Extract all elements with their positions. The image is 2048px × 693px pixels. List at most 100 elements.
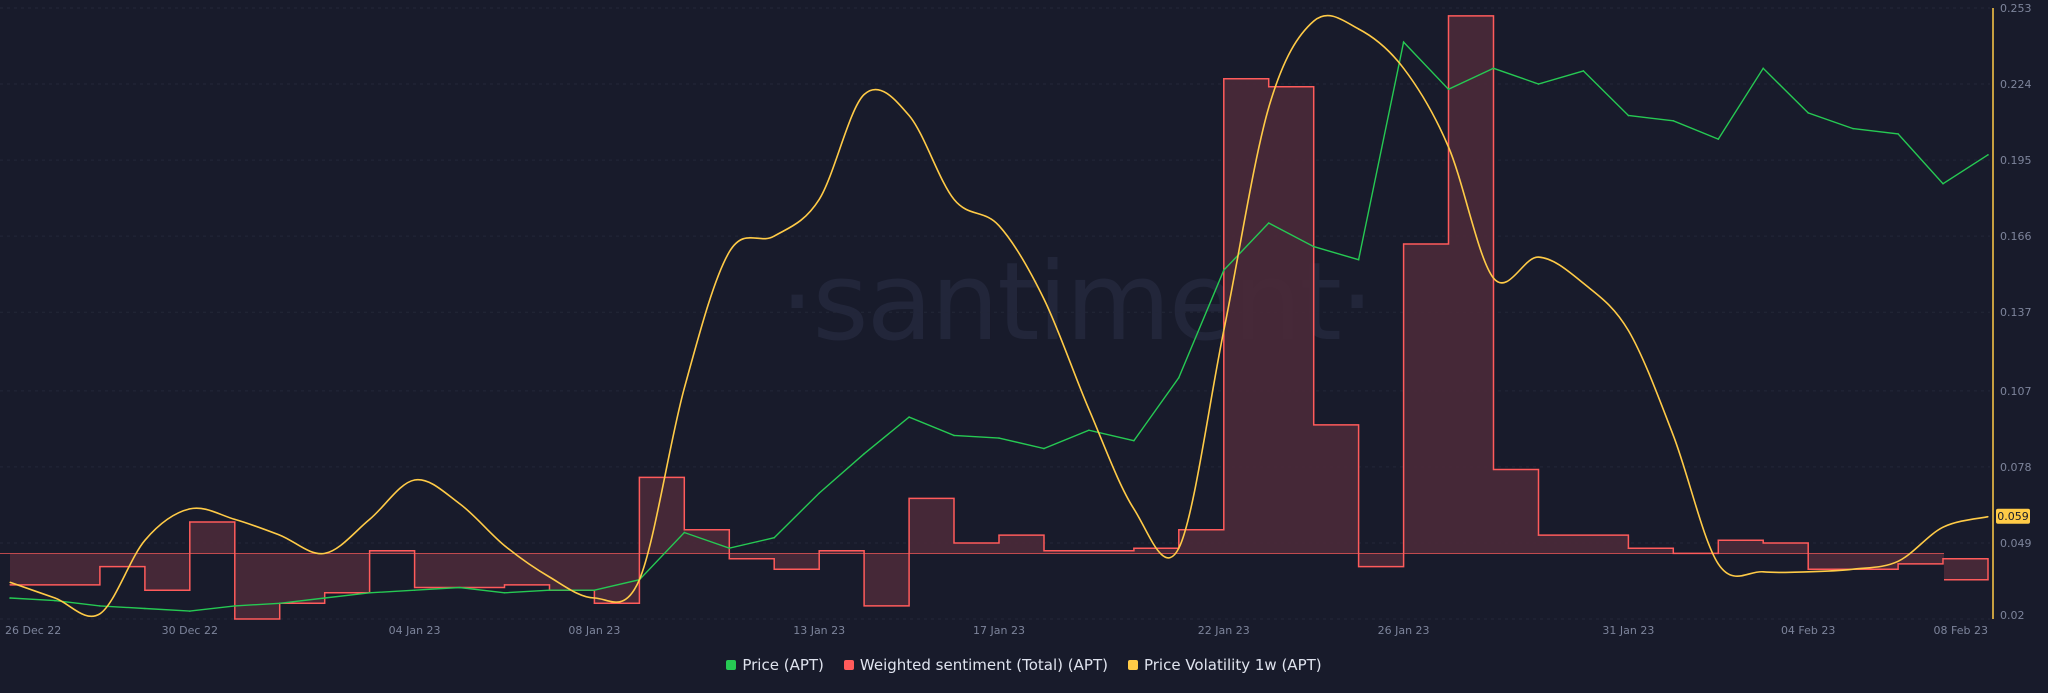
- volatility-point: [54, 597, 56, 599]
- y-tick-label: 0.224: [2000, 78, 2032, 91]
- x-tick-label: 04 Jan 23: [389, 624, 441, 637]
- current-value-badge-label: 0.059: [1997, 510, 2029, 523]
- price-point: [99, 605, 101, 607]
- sentiment-point: [1402, 243, 1405, 245]
- price-point: [548, 589, 551, 591]
- volatility-point: [189, 508, 191, 510]
- price-point: [1537, 83, 1540, 85]
- sentiment-point: [1897, 563, 1899, 565]
- volatility-point: [1717, 563, 1719, 565]
- price-point: [1447, 88, 1450, 91]
- price-point: [503, 591, 506, 594]
- price-point: [1088, 429, 1090, 431]
- volatility-point: [324, 552, 326, 555]
- sentiment-point: [144, 589, 146, 591]
- sentiment-line: [10, 15, 1989, 620]
- volatility-point: [413, 479, 416, 481]
- volatility-point: [548, 576, 551, 578]
- price-line: [9, 40, 1989, 612]
- y-tick-label: 0.049: [2000, 537, 2032, 550]
- price-point: [593, 589, 596, 591]
- y-tick-label: 0.02: [2000, 609, 2025, 622]
- price-point: [863, 452, 865, 455]
- sentiment-point: [234, 618, 236, 620]
- volatility-point: [593, 597, 596, 599]
- volatility-point: [863, 93, 865, 96]
- x-tick-label: 30 Dec 22: [162, 624, 218, 637]
- volatility-point: [99, 613, 101, 615]
- volatility-point: [1627, 329, 1629, 332]
- price-point: [1267, 222, 1270, 224]
- volatility-point: [1043, 298, 1045, 300]
- sentiment-point: [683, 529, 685, 531]
- sentiment-point: [773, 568, 775, 570]
- price-point: [1312, 245, 1315, 248]
- price-point: [1222, 269, 1225, 272]
- axes: 0.02 0.049 0.078 0.107 0.137 0.166 0.195 0.224 0…: [5, 2, 2032, 637]
- sentiment-point: [369, 550, 371, 552]
- sentiment-point: [1987, 579, 1989, 581]
- sentiment-point: [638, 476, 640, 478]
- volatility-point: [1223, 329, 1225, 332]
- sentiment-point: [908, 497, 910, 499]
- price-point: [1402, 41, 1405, 43]
- volatility-point: [1807, 571, 1809, 573]
- sentiment-area: [10, 15, 1988, 619]
- sentiment-point: [998, 534, 1000, 536]
- price-point: [818, 492, 820, 494]
- sentiment-point: [1358, 565, 1360, 568]
- volatility-point: [1762, 571, 1764, 573]
- price-point: [1987, 154, 1989, 156]
- sentiment-point: [1672, 552, 1674, 555]
- price-point: [1807, 112, 1809, 114]
- price-point: [953, 434, 955, 437]
- sentiment-point: [1268, 86, 1270, 88]
- sentiment-point: [503, 584, 506, 586]
- legend-item-sentiment[interactable]: Weighted sentiment (Total) (APT): [843, 656, 1108, 674]
- volatility-point: [234, 518, 236, 520]
- volatility-point: [1178, 547, 1180, 549]
- price-series: [9, 40, 1989, 612]
- price-point: [1942, 182, 1944, 185]
- sentiment-point: [1043, 550, 1045, 552]
- sentiment-point: [1178, 529, 1180, 531]
- sentiment-point: [189, 521, 191, 523]
- volatility-point: [728, 251, 730, 253]
- price-point: [1897, 133, 1899, 135]
- price-point: [1178, 376, 1180, 379]
- price-point: [144, 607, 146, 610]
- legend-item-volatility[interactable]: Price Volatility 1w (APT): [1127, 656, 1322, 674]
- y-tick-label: 0.078: [2000, 461, 2032, 474]
- x-tick-label: 08 Feb 23: [1934, 624, 1988, 637]
- volatility-point: [1537, 256, 1540, 258]
- price-point: [908, 416, 910, 418]
- volatility-point: [1897, 560, 1899, 562]
- volatility-point: [1672, 434, 1674, 437]
- sentiment-point: [1762, 542, 1764, 544]
- sentiment-point: [863, 605, 865, 607]
- sentiment-series: [0, 15, 1989, 620]
- sentiment-point: [1133, 547, 1135, 549]
- price-point: [998, 437, 1000, 439]
- legend-label-sentiment: Weighted sentiment (Total) (APT): [859, 656, 1108, 674]
- y-tick-label: 0.195: [2000, 154, 2032, 167]
- sentiment-point: [1313, 424, 1315, 426]
- volatility-point: [9, 581, 11, 583]
- volatility-point: [1987, 516, 1989, 518]
- price-point: [9, 597, 11, 599]
- volatility-point: [503, 544, 506, 547]
- legend-item-price[interactable]: Price (APT): [726, 656, 824, 674]
- price-point: [683, 531, 686, 534]
- volatility-series: [9, 14, 1989, 617]
- volatility-point: [1358, 28, 1360, 30]
- sentiment-point: [1717, 539, 1719, 541]
- sentiment-point: [9, 584, 11, 586]
- sentiment-point: [593, 602, 596, 604]
- price-point: [1717, 138, 1720, 140]
- x-tick-label: 26 Dec 22: [5, 624, 61, 637]
- volatility-point: [1313, 20, 1315, 22]
- price-point: [413, 589, 416, 591]
- y-tick-label: 0.137: [2000, 306, 2032, 319]
- sentiment-point: [413, 586, 416, 589]
